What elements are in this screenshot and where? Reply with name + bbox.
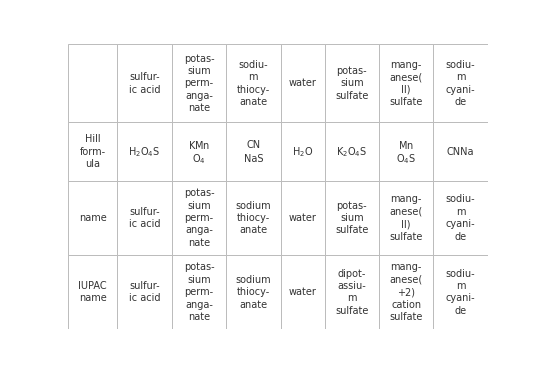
Text: $\mathregular{H_2O}$: $\mathregular{H_2O}$ — [292, 145, 313, 159]
Bar — [172, 255, 226, 329]
Bar — [281, 44, 325, 122]
Text: potas-
sium
sulfate: potas- sium sulfate — [335, 66, 369, 101]
Text: $\mathregular{H_2O_4S}$: $\mathregular{H_2O_4S}$ — [128, 145, 160, 159]
Text: name: name — [79, 213, 106, 223]
Bar — [226, 255, 281, 329]
Text: $\mathregular{K_2O_4S}$: $\mathregular{K_2O_4S}$ — [336, 145, 367, 159]
Bar — [68, 181, 118, 255]
Bar — [226, 44, 281, 122]
Text: mang-
anese(
II)
sulfate: mang- anese( II) sulfate — [390, 195, 423, 242]
Bar — [281, 181, 325, 255]
Text: potas-
sium
perm-
anga-
nate: potas- sium perm- anga- nate — [184, 188, 214, 248]
Bar — [68, 44, 118, 122]
Text: CNNa: CNNa — [447, 147, 474, 157]
Text: Hill
form-
ula: Hill form- ula — [80, 134, 106, 169]
Text: IUPAC
name: IUPAC name — [78, 281, 107, 303]
Bar — [379, 44, 434, 122]
Text: $\mathregular{Mn}$: $\mathregular{Mn}$ — [398, 139, 414, 151]
Bar — [172, 44, 226, 122]
Text: water: water — [289, 287, 317, 297]
Text: water: water — [289, 78, 317, 88]
Text: potas-
sium
perm-
anga-
nate: potas- sium perm- anga- nate — [184, 54, 214, 113]
Bar — [118, 44, 172, 122]
Text: water: water — [289, 213, 317, 223]
Bar — [281, 122, 325, 181]
Text: sulfur-
ic acid: sulfur- ic acid — [129, 72, 160, 95]
Text: sulfur-
ic acid: sulfur- ic acid — [129, 207, 160, 229]
Bar — [434, 181, 488, 255]
Text: potas-
sium
perm-
anga-
nate: potas- sium perm- anga- nate — [184, 262, 214, 322]
Bar — [68, 255, 118, 329]
Text: sulfur-
ic acid: sulfur- ic acid — [129, 281, 160, 303]
Text: sodiu-
m
cyani-
de: sodiu- m cyani- de — [446, 195, 475, 242]
Bar — [325, 44, 379, 122]
Bar — [379, 181, 434, 255]
Text: dipot-
assiu-
m
sulfate: dipot- assiu- m sulfate — [335, 269, 369, 316]
Bar — [325, 181, 379, 255]
Bar — [434, 255, 488, 329]
Text: mang-
anese(
+2)
cation
sulfate: mang- anese( +2) cation sulfate — [390, 262, 423, 322]
Text: $\mathregular{KMn}$: $\mathregular{KMn}$ — [188, 139, 210, 151]
Text: sodiu-
m
thiocy-
anate: sodiu- m thiocy- anate — [237, 60, 270, 107]
Bar — [434, 122, 488, 181]
Bar — [118, 122, 172, 181]
Bar — [118, 181, 172, 255]
Bar — [226, 122, 281, 181]
Bar — [379, 255, 434, 329]
Bar — [325, 122, 379, 181]
Text: CN: CN — [246, 140, 261, 150]
Text: sodium
thiocy-
anate: sodium thiocy- anate — [236, 201, 271, 235]
Text: sodiu-
m
cyani-
de: sodiu- m cyani- de — [446, 60, 475, 107]
Text: $\mathregular{O_4S}$: $\mathregular{O_4S}$ — [396, 152, 416, 166]
Text: potas-
sium
sulfate: potas- sium sulfate — [335, 201, 369, 235]
Bar — [379, 122, 434, 181]
Bar — [118, 255, 172, 329]
Bar — [226, 181, 281, 255]
Bar — [325, 255, 379, 329]
Bar — [281, 255, 325, 329]
Bar — [172, 122, 226, 181]
Text: NaS: NaS — [243, 154, 263, 164]
Bar — [434, 44, 488, 122]
Text: sodium
thiocy-
anate: sodium thiocy- anate — [236, 275, 271, 310]
Text: mang-
anese(
II)
sulfate: mang- anese( II) sulfate — [390, 60, 423, 107]
Text: $\mathregular{O_4}$: $\mathregular{O_4}$ — [192, 152, 206, 166]
Bar — [172, 181, 226, 255]
Text: sodiu-
m
cyani-
de: sodiu- m cyani- de — [446, 269, 475, 316]
Bar — [68, 122, 118, 181]
